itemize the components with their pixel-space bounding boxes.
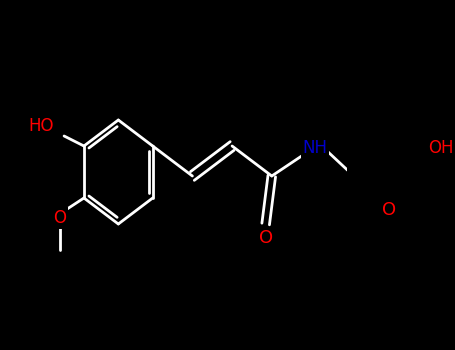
Text: OH: OH xyxy=(428,139,454,157)
Text: O: O xyxy=(258,229,273,247)
Text: O: O xyxy=(53,209,66,227)
Text: HO: HO xyxy=(28,117,53,135)
Text: O: O xyxy=(382,201,396,219)
Text: NH: NH xyxy=(303,139,328,157)
